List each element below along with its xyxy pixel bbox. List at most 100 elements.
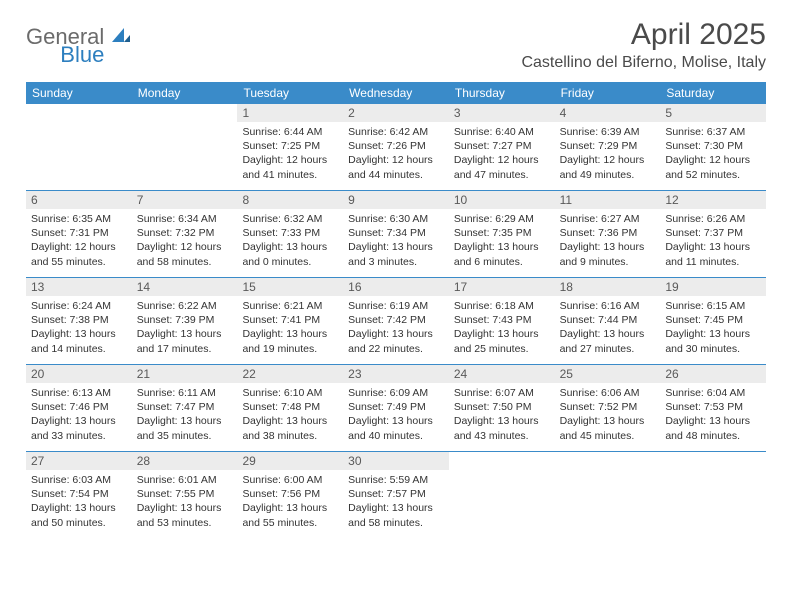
sunset-text: Sunset: 7:29 PM [560,139,656,153]
sunset-text: Sunset: 7:54 PM [31,487,127,501]
sunrise-text: Sunrise: 6:42 AM [348,125,444,139]
calendar-cell: 22Sunrise: 6:10 AMSunset: 7:48 PMDayligh… [237,365,343,451]
day-number: 13 [26,278,132,296]
calendar-cell: 17Sunrise: 6:18 AMSunset: 7:43 PMDayligh… [449,278,555,364]
sunset-text: Sunset: 7:53 PM [665,400,761,414]
calendar-cell: 12Sunrise: 6:26 AMSunset: 7:37 PMDayligh… [660,191,766,277]
day-number: 14 [132,278,238,296]
day-number: 20 [26,365,132,383]
day-number: 22 [237,365,343,383]
daylight-text: Daylight: 12 hours and 55 minutes. [31,240,127,268]
calendar-cell: 26Sunrise: 6:04 AMSunset: 7:53 PMDayligh… [660,365,766,451]
day-number: 30 [343,452,449,470]
sunrise-text: Sunrise: 6:26 AM [665,212,761,226]
sunset-text: Sunset: 7:35 PM [454,226,550,240]
sunrise-text: Sunrise: 6:06 AM [560,386,656,400]
day-details: Sunrise: 6:30 AMSunset: 7:34 PMDaylight:… [343,209,449,273]
day-details: Sunrise: 6:04 AMSunset: 7:53 PMDaylight:… [660,383,766,447]
daylight-text: Daylight: 13 hours and 50 minutes. [31,501,127,529]
day-number: 10 [449,191,555,209]
sunset-text: Sunset: 7:45 PM [665,313,761,327]
page: General Blue April 2025 Castellino del B… [0,0,792,558]
sunrise-text: Sunrise: 6:22 AM [137,299,233,313]
calendar-cell: 30Sunrise: 5:59 AMSunset: 7:57 PMDayligh… [343,452,449,538]
calendar: Sunday Monday Tuesday Wednesday Thursday… [26,82,766,538]
calendar-cell: 3Sunrise: 6:40 AMSunset: 7:27 PMDaylight… [449,104,555,190]
sunset-text: Sunset: 7:37 PM [665,226,761,240]
day-details: Sunrise: 6:10 AMSunset: 7:48 PMDaylight:… [237,383,343,447]
sunset-text: Sunset: 7:41 PM [242,313,338,327]
sunrise-text: Sunrise: 6:40 AM [454,125,550,139]
day-details: Sunrise: 6:27 AMSunset: 7:36 PMDaylight:… [555,209,661,273]
day-details: Sunrise: 6:22 AMSunset: 7:39 PMDaylight:… [132,296,238,360]
daylight-text: Daylight: 13 hours and 0 minutes. [242,240,338,268]
day-details: Sunrise: 6:35 AMSunset: 7:31 PMDaylight:… [26,209,132,273]
sunset-text: Sunset: 7:34 PM [348,226,444,240]
calendar-cell: 11Sunrise: 6:27 AMSunset: 7:36 PMDayligh… [555,191,661,277]
sunrise-text: Sunrise: 6:09 AM [348,386,444,400]
calendar-cell: 28Sunrise: 6:01 AMSunset: 7:55 PMDayligh… [132,452,238,538]
day-number: 8 [237,191,343,209]
day-number: 2 [343,104,449,122]
day-number: 6 [26,191,132,209]
day-number: 1 [237,104,343,122]
daylight-text: Daylight: 13 hours and 30 minutes. [665,327,761,355]
calendar-cell [26,104,132,190]
day-details: Sunrise: 6:03 AMSunset: 7:54 PMDaylight:… [26,470,132,534]
dayheader-mon: Monday [132,82,238,104]
day-details: Sunrise: 6:18 AMSunset: 7:43 PMDaylight:… [449,296,555,360]
sunset-text: Sunset: 7:50 PM [454,400,550,414]
day-number: 9 [343,191,449,209]
day-number: 18 [555,278,661,296]
day-number: 11 [555,191,661,209]
header: General Blue April 2025 Castellino del B… [26,18,766,72]
day-details: Sunrise: 6:07 AMSunset: 7:50 PMDaylight:… [449,383,555,447]
calendar-cell: 6Sunrise: 6:35 AMSunset: 7:31 PMDaylight… [26,191,132,277]
day-details: Sunrise: 6:06 AMSunset: 7:52 PMDaylight:… [555,383,661,447]
calendar-cell: 14Sunrise: 6:22 AMSunset: 7:39 PMDayligh… [132,278,238,364]
daylight-text: Daylight: 12 hours and 52 minutes. [665,153,761,181]
day-number: 15 [237,278,343,296]
day-details: Sunrise: 5:59 AMSunset: 7:57 PMDaylight:… [343,470,449,534]
sunset-text: Sunset: 7:44 PM [560,313,656,327]
day-number: 21 [132,365,238,383]
daylight-text: Daylight: 13 hours and 48 minutes. [665,414,761,442]
calendar-cell: 24Sunrise: 6:07 AMSunset: 7:50 PMDayligh… [449,365,555,451]
calendar-cell: 21Sunrise: 6:11 AMSunset: 7:47 PMDayligh… [132,365,238,451]
daylight-text: Daylight: 12 hours and 44 minutes. [348,153,444,181]
day-details: Sunrise: 6:19 AMSunset: 7:42 PMDaylight:… [343,296,449,360]
daylight-text: Daylight: 12 hours and 58 minutes. [137,240,233,268]
sunset-text: Sunset: 7:32 PM [137,226,233,240]
daylight-text: Daylight: 12 hours and 49 minutes. [560,153,656,181]
month-title: April 2025 [521,18,766,52]
daylight-text: Daylight: 13 hours and 40 minutes. [348,414,444,442]
day-details: Sunrise: 6:16 AMSunset: 7:44 PMDaylight:… [555,296,661,360]
calendar-cell: 2Sunrise: 6:42 AMSunset: 7:26 PMDaylight… [343,104,449,190]
day-number: 25 [555,365,661,383]
calendar-cell: 8Sunrise: 6:32 AMSunset: 7:33 PMDaylight… [237,191,343,277]
calendar-cell: 9Sunrise: 6:30 AMSunset: 7:34 PMDaylight… [343,191,449,277]
daylight-text: Daylight: 13 hours and 43 minutes. [454,414,550,442]
day-details: Sunrise: 6:44 AMSunset: 7:25 PMDaylight:… [237,122,343,186]
daylight-text: Daylight: 13 hours and 22 minutes. [348,327,444,355]
day-details: Sunrise: 6:24 AMSunset: 7:38 PMDaylight:… [26,296,132,360]
daylight-text: Daylight: 12 hours and 41 minutes. [242,153,338,181]
sunrise-text: Sunrise: 6:21 AM [242,299,338,313]
sunrise-text: Sunrise: 6:30 AM [348,212,444,226]
sunrise-text: Sunrise: 6:01 AM [137,473,233,487]
sunrise-text: Sunrise: 6:13 AM [31,386,127,400]
day-number: 27 [26,452,132,470]
sunset-text: Sunset: 7:30 PM [665,139,761,153]
day-details: Sunrise: 6:13 AMSunset: 7:46 PMDaylight:… [26,383,132,447]
calendar-row: 27Sunrise: 6:03 AMSunset: 7:54 PMDayligh… [26,452,766,538]
sunrise-text: Sunrise: 5:59 AM [348,473,444,487]
daylight-text: Daylight: 13 hours and 55 minutes. [242,501,338,529]
sunrise-text: Sunrise: 6:37 AM [665,125,761,139]
calendar-cell: 18Sunrise: 6:16 AMSunset: 7:44 PMDayligh… [555,278,661,364]
calendar-cell: 15Sunrise: 6:21 AMSunset: 7:41 PMDayligh… [237,278,343,364]
day-number: 29 [237,452,343,470]
sunset-text: Sunset: 7:49 PM [348,400,444,414]
sunset-text: Sunset: 7:55 PM [137,487,233,501]
calendar-cell: 13Sunrise: 6:24 AMSunset: 7:38 PMDayligh… [26,278,132,364]
calendar-header-row: Sunday Monday Tuesday Wednesday Thursday… [26,82,766,104]
